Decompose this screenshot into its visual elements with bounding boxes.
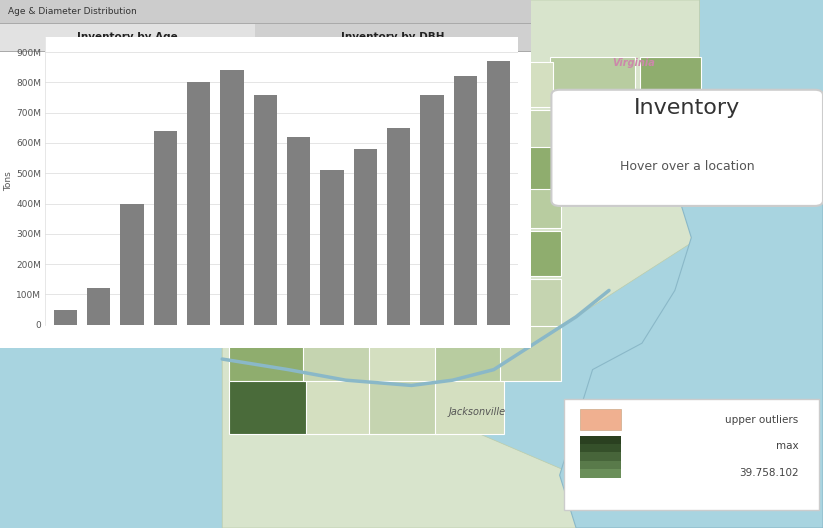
Text: max: max	[776, 441, 798, 451]
FancyBboxPatch shape	[551, 90, 823, 206]
FancyBboxPatch shape	[500, 231, 561, 276]
Polygon shape	[560, 185, 823, 528]
FancyBboxPatch shape	[369, 189, 438, 228]
FancyBboxPatch shape	[558, 105, 660, 149]
FancyBboxPatch shape	[286, 147, 347, 191]
FancyBboxPatch shape	[435, 189, 504, 228]
Bar	[580, 461, 621, 469]
Bar	[87, 288, 110, 325]
Bar	[354, 149, 377, 325]
FancyBboxPatch shape	[369, 274, 438, 328]
Text: Virginia: Virginia	[612, 59, 655, 68]
FancyBboxPatch shape	[476, 110, 553, 149]
Bar	[253, 95, 277, 325]
FancyBboxPatch shape	[303, 274, 372, 328]
Text: Age & Diameter Distribution: Age & Diameter Distribution	[8, 7, 137, 16]
FancyBboxPatch shape	[303, 189, 372, 228]
FancyBboxPatch shape	[435, 231, 504, 276]
Y-axis label: Tons: Tons	[4, 171, 13, 191]
FancyBboxPatch shape	[492, 147, 570, 191]
Text: 39.758.102: 39.758.102	[739, 468, 798, 477]
Bar	[0, 23, 531, 24]
Bar	[53, 309, 77, 325]
Bar	[580, 469, 621, 478]
Bar	[580, 452, 621, 461]
Bar	[487, 61, 510, 325]
FancyBboxPatch shape	[369, 379, 438, 434]
Bar	[453, 77, 477, 325]
Text: Inventory: Inventory	[634, 98, 741, 118]
Text: Jacksonville: Jacksonville	[449, 407, 506, 417]
FancyBboxPatch shape	[500, 326, 561, 381]
FancyBboxPatch shape	[550, 57, 635, 107]
Polygon shape	[222, 343, 658, 528]
Bar	[580, 409, 621, 430]
Bar	[0, 0, 531, 23]
FancyBboxPatch shape	[303, 326, 372, 381]
Bar	[387, 128, 410, 325]
FancyBboxPatch shape	[500, 189, 561, 228]
FancyBboxPatch shape	[410, 105, 471, 149]
Polygon shape	[222, 0, 700, 396]
Text: upper outliers: upper outliers	[725, 415, 798, 425]
Bar	[154, 131, 177, 325]
FancyBboxPatch shape	[435, 274, 504, 328]
Text: Hover over a location: Hover over a location	[620, 160, 755, 173]
Bar	[320, 170, 343, 325]
FancyBboxPatch shape	[435, 379, 504, 434]
FancyBboxPatch shape	[369, 226, 438, 276]
Text: Inventory by DBH: Inventory by DBH	[341, 32, 444, 42]
FancyBboxPatch shape	[286, 105, 356, 149]
Bar	[0, 23, 255, 51]
FancyBboxPatch shape	[640, 105, 701, 149]
FancyBboxPatch shape	[640, 57, 701, 107]
FancyBboxPatch shape	[229, 379, 306, 434]
Text: Inventory by Age: Inventory by Age	[77, 32, 178, 42]
Bar	[255, 23, 531, 51]
FancyBboxPatch shape	[500, 279, 561, 328]
FancyBboxPatch shape	[229, 274, 306, 328]
FancyBboxPatch shape	[435, 326, 504, 381]
FancyBboxPatch shape	[344, 147, 413, 191]
FancyBboxPatch shape	[229, 326, 306, 381]
Bar	[421, 95, 444, 325]
Text: Inventory by Age Class: Inventory by Age Class	[235, 56, 348, 66]
FancyBboxPatch shape	[564, 399, 819, 510]
FancyBboxPatch shape	[303, 231, 372, 276]
Bar	[120, 204, 143, 325]
Text: Wilmington: Wilmington	[289, 196, 337, 205]
FancyBboxPatch shape	[369, 326, 438, 381]
FancyBboxPatch shape	[352, 110, 413, 149]
Bar	[580, 444, 621, 452]
Bar	[580, 436, 621, 444]
Bar	[221, 70, 244, 325]
FancyBboxPatch shape	[566, 147, 644, 191]
FancyBboxPatch shape	[467, 62, 553, 107]
Bar	[187, 82, 210, 325]
FancyBboxPatch shape	[418, 147, 495, 191]
Bar	[287, 137, 310, 325]
FancyBboxPatch shape	[303, 379, 372, 434]
Bar	[0, 51, 531, 52]
FancyBboxPatch shape	[229, 189, 306, 228]
FancyBboxPatch shape	[229, 226, 306, 276]
